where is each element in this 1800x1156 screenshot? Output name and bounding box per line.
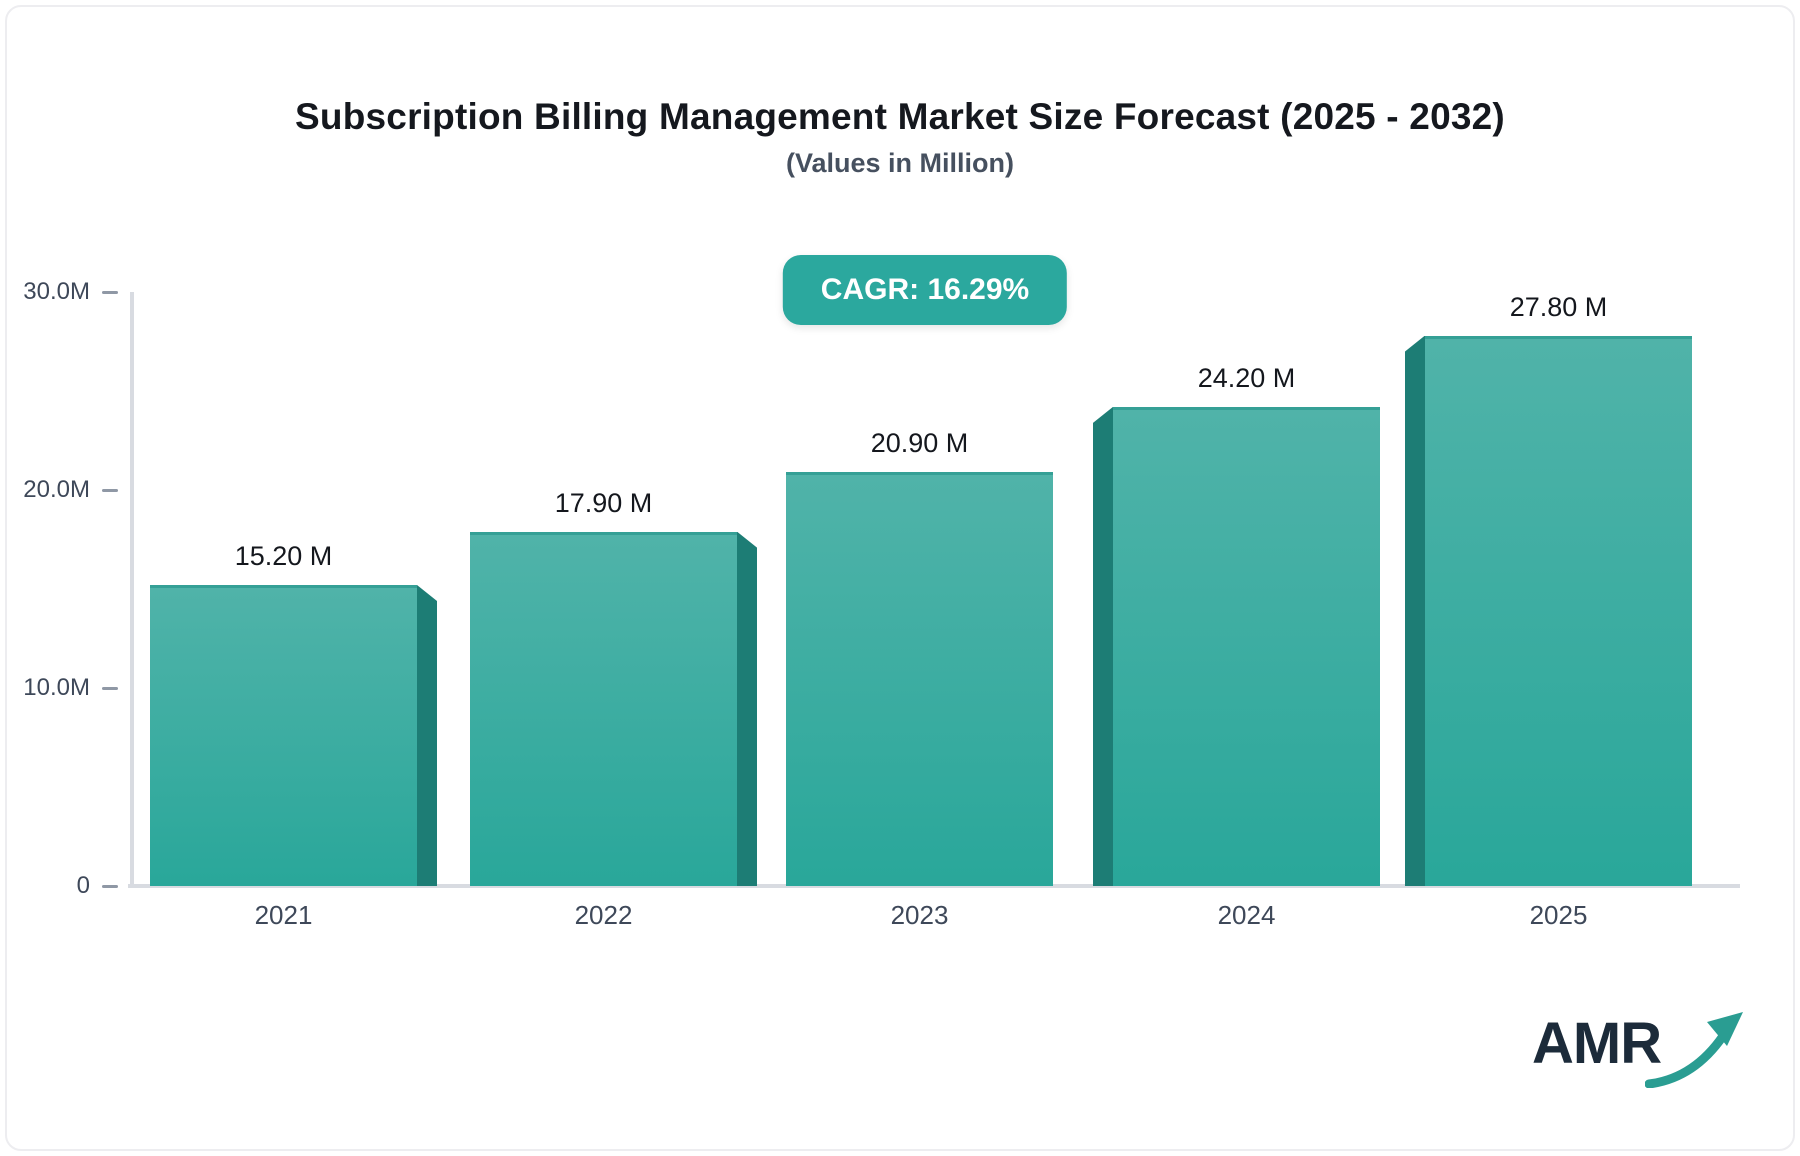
y-axis-tick-mark — [102, 291, 118, 294]
bar-2022 — [470, 531, 737, 886]
trend-up-arrow-icon — [1645, 1012, 1744, 1088]
x-axis-tick-label: 2022 — [574, 900, 633, 930]
bar-3d-side — [1093, 406, 1113, 886]
y-axis-tick-label: 0 — [76, 872, 90, 899]
x-axis-tick-label: 2021 — [254, 900, 313, 930]
y-axis-tick-label: 20.0M — [23, 476, 90, 503]
x-axis-tick-label: 2023 — [890, 900, 949, 930]
bar-2021 — [150, 585, 417, 886]
chart-subtitle: (Values in Million) — [785, 148, 1015, 178]
bar-value-label: 20.90 M — [870, 428, 969, 459]
bar-2023 — [786, 472, 1053, 886]
y-axis-tick-label: 10.0M — [23, 674, 90, 701]
y-axis-tick-label: 30.0M — [23, 278, 90, 305]
bar-2025 — [1425, 335, 1692, 886]
y-axis-tick-mark — [102, 885, 118, 888]
cagr-badge: CAGR: 16.29% — [782, 255, 1068, 325]
x-axis-tick-label: 2024 — [1217, 900, 1276, 930]
y-axis-tick-mark — [102, 489, 118, 492]
bar-value-label: 27.80 M — [1509, 291, 1608, 322]
y-axis-line — [130, 292, 134, 886]
bar-value-label: 24.20 M — [1197, 362, 1296, 393]
brand-logo-text: AMR — [1532, 1010, 1662, 1076]
chart-title: Subscription Billing Management Market S… — [295, 96, 1505, 137]
brand-logo: AMR — [1532, 998, 1749, 1088]
bar-value-label: 17.90 M — [554, 487, 653, 518]
bar-3d-side — [1405, 335, 1425, 886]
x-axis-baseline — [128, 884, 1740, 888]
bar-value-label: 15.20 M — [234, 541, 333, 572]
bar-3d-side — [417, 585, 437, 886]
bar-2024 — [1113, 406, 1380, 886]
x-axis-tick-label: 2025 — [1529, 900, 1588, 930]
y-axis-tick-mark — [102, 687, 118, 690]
bar-3d-side — [737, 531, 757, 886]
